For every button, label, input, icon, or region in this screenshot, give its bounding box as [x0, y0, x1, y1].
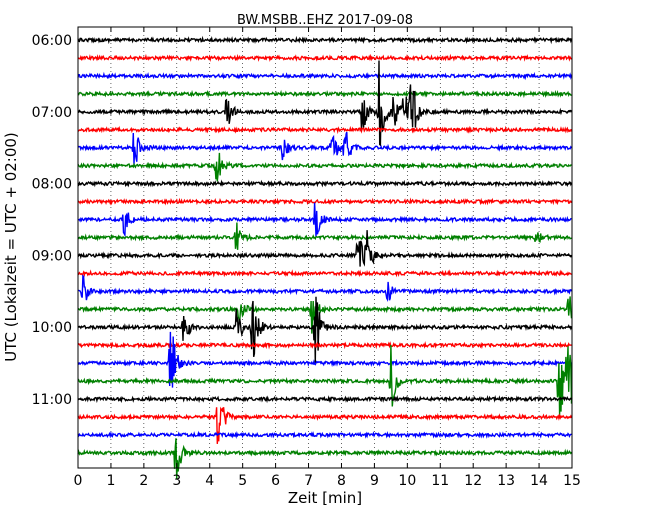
trace-line: [77, 331, 573, 388]
seismic-traces: [77, 35, 573, 479]
trace-line: [77, 89, 572, 99]
x-tick-label: 4: [205, 473, 214, 489]
trace-line: [77, 340, 572, 350]
trace-line: [77, 71, 573, 81]
trace-line: [77, 230, 573, 267]
trace-line: [77, 394, 573, 404]
x-axis-ticks: 0 1 2 3 4 5 6 7 8 9 10 11 12 13 14 15: [74, 27, 581, 489]
x-tick-label: 9: [370, 473, 379, 489]
trace-line: [77, 222, 572, 250]
trace-line: [77, 296, 573, 364]
trace-line: [77, 152, 572, 182]
x-tick-label: 8: [337, 473, 346, 489]
chart-title: BW.MSBB..EHZ 2017-09-08: [237, 13, 413, 28]
x-tick-label: 12: [464, 473, 482, 489]
y-tick-label: 09:00: [32, 248, 72, 264]
y-tick-label: 11:00: [32, 392, 72, 408]
y-tick-label: 10:00: [32, 320, 72, 336]
y-tick-label: 08:00: [32, 177, 72, 193]
trace-line: [77, 202, 572, 238]
x-tick-label: 7: [304, 473, 313, 489]
x-tick-label: 14: [530, 473, 548, 489]
x-tick-label: 2: [139, 473, 148, 489]
trace-line: [77, 197, 573, 206]
trace-line: [77, 60, 572, 147]
x-tick-label: 10: [398, 473, 416, 489]
x-tick-label: 15: [563, 473, 581, 489]
trace-line: [77, 269, 572, 278]
x-tick-label: 11: [431, 473, 449, 489]
x-tick-label: 0: [74, 473, 83, 489]
x-tick-label: 6: [271, 473, 280, 489]
trace-line: [78, 296, 573, 334]
trace-line: [77, 179, 573, 188]
trace-line: [77, 430, 572, 440]
x-tick-label: 3: [172, 473, 181, 489]
y-axis-ticks: 06:00 07:00 08:00 09:00 10:00 11:00: [32, 33, 572, 408]
trace-line: [77, 438, 573, 479]
trace-line: [77, 125, 573, 135]
y-tick-label: 07:00: [32, 105, 72, 121]
trace-line: [77, 406, 573, 444]
trace-line: [77, 35, 573, 45]
x-tick-label: 1: [106, 473, 115, 489]
trace-line: [77, 53, 573, 63]
x-tick-label: 13: [497, 473, 515, 489]
trace-line: [77, 131, 573, 165]
plot-frame: [77, 26, 573, 469]
x-tick-label: 5: [238, 473, 247, 489]
trace-line: [77, 344, 573, 415]
y-tick-label: 06:00: [32, 33, 72, 49]
x-axis-label: Zeit [min]: [288, 489, 362, 507]
trace-line: [78, 274, 573, 302]
vertical-grid: [110, 27, 540, 468]
y-axis-label: UTC (Lokalzeit = UTC + 02:00): [2, 132, 20, 362]
